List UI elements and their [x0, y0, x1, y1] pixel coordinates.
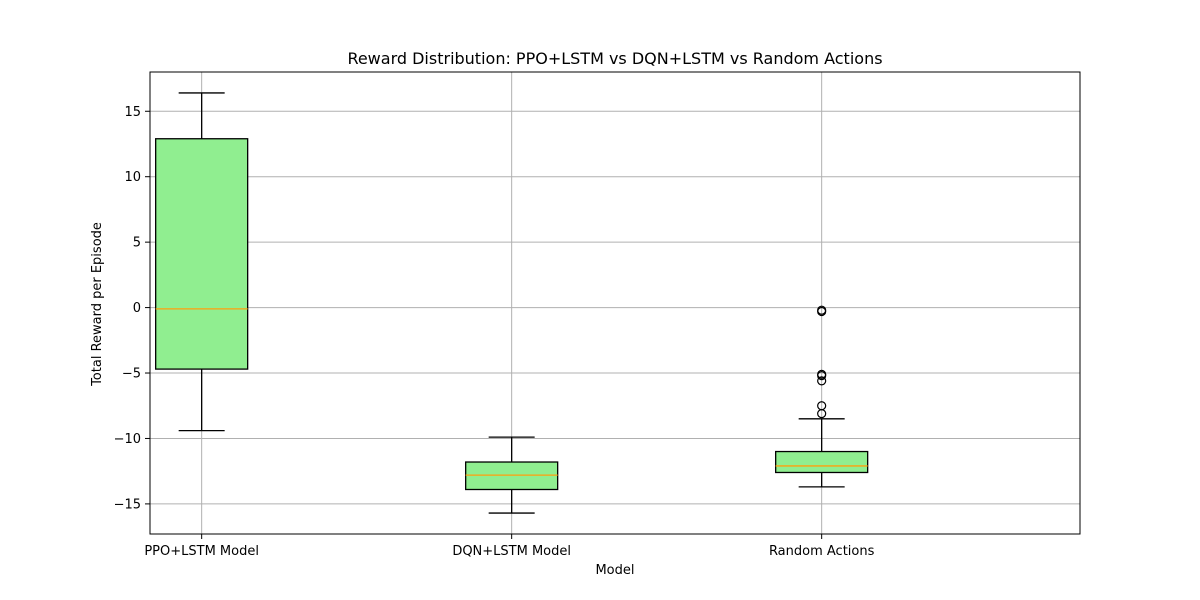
y-tick-label: −10	[114, 432, 141, 447]
y-axis-label: Total Reward per Episode	[90, 222, 105, 387]
boxes	[155, 92, 869, 514]
axis-ticks: 15 10 5 0 −5 −10 −15 PPO+LSTM Model DQN+LSTM Mod…	[114, 105, 875, 559]
y-tick-label: 10	[124, 170, 141, 185]
plot-frame	[149, 71, 1081, 535]
x-tick-label: Random Actions	[769, 544, 875, 559]
box-iqr	[155, 138, 249, 370]
y-tick-label: −5	[122, 367, 141, 382]
y-tick-label: 5	[133, 236, 141, 251]
chart-title: Reward Distribution: PPO+LSTM vs DQN+LST…	[347, 49, 882, 68]
y-tick-label: −15	[114, 497, 141, 512]
grid-lines	[150, 72, 1080, 534]
y-tick-label: 15	[124, 105, 141, 120]
y-tick-label: 0	[133, 301, 141, 316]
box-group	[775, 305, 869, 488]
box-group	[465, 436, 559, 514]
box-group	[155, 92, 249, 432]
x-tick-label: DQN+LSTM Model	[452, 544, 571, 559]
outlier-point	[817, 371, 827, 381]
x-axis-label: Model	[595, 563, 634, 578]
box-iqr	[775, 450, 869, 474]
box-iqr	[465, 461, 559, 491]
x-tick-label: PPO+LSTM Model	[144, 544, 259, 559]
outlier-point	[817, 376, 827, 386]
outlier-point	[817, 408, 827, 419]
outlier-point	[817, 306, 827, 317]
